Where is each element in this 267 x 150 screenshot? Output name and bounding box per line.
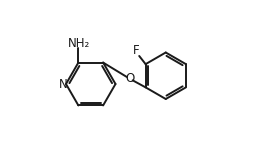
Text: NH₂: NH₂	[68, 37, 90, 50]
Text: N: N	[59, 78, 68, 90]
Text: O: O	[125, 72, 134, 85]
Text: F: F	[132, 44, 139, 57]
